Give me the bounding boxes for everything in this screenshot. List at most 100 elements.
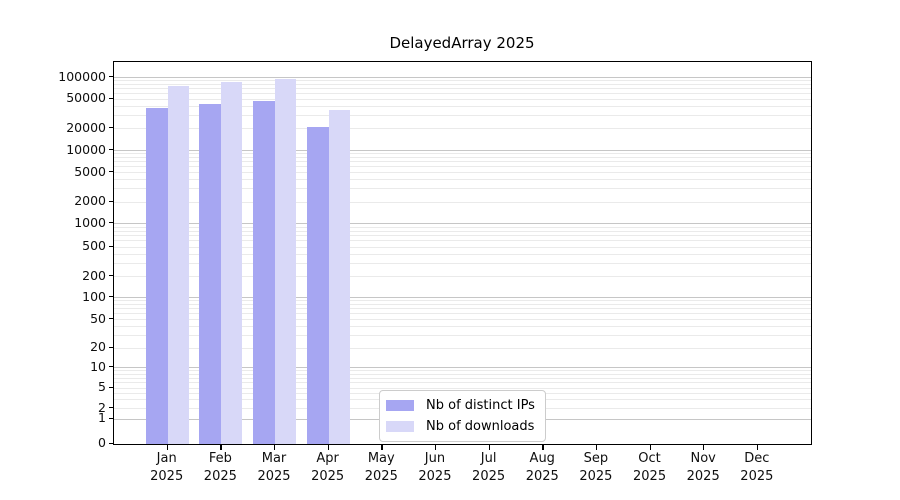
grid-line [114,114,811,116]
grid-line [114,179,811,181]
legend-item-downloads: Nb of downloads [386,419,539,434]
y-tick-label: 200 [82,267,106,283]
legend-label-distinct-ips: Nb of distinct IPs [426,398,535,413]
grid-line [114,377,811,379]
y-tick-mark [109,417,114,420]
x-tick-mark [649,444,651,450]
x-tick-label: Jul 2025 [472,451,506,484]
x-tick-label: Jun 2025 [418,451,452,484]
y-tick-label: 50 [90,310,106,326]
y-tick-mark [109,346,114,348]
x-tick-label: Apr 2025 [311,451,345,484]
legend-label-downloads: Nb of downloads [426,419,535,434]
y-tick-mark [109,386,114,389]
x-tick-mark [595,444,598,450]
x-tick-mark [703,444,705,450]
y-tick-mark [109,407,114,409]
y-tick-label: 100 [82,288,106,304]
x-tick-mark [488,444,490,450]
grid-line [114,188,811,190]
y-tick-mark [109,171,114,173]
grid-line [114,172,811,173]
x-tick-label: Dec 2025 [740,451,774,484]
y-tick-mark [109,318,114,320]
grid-line [114,300,811,302]
grid-line [114,150,811,151]
grid-line [114,246,811,248]
grid-line [114,80,811,82]
grid-line [114,297,811,298]
y-tick-label: 2 [98,399,106,415]
grid-line [114,105,811,107]
y-tick-label: 10 [90,358,106,374]
x-tick-mark [166,444,168,450]
grid-line [114,161,811,163]
grid-line [114,262,811,264]
y-tick-mark [109,366,114,368]
grid-line [114,235,811,237]
bar-distinct-ips [145,107,168,444]
y-tick-mark [109,222,114,224]
bar-downloads [275,79,296,444]
x-tick-mark [434,444,437,450]
grid-line [114,83,811,85]
y-tick-label: 10000 [66,141,106,157]
grid-line [114,319,811,320]
grid-line [114,308,811,310]
bar-downloads [167,85,189,444]
grid-line [114,370,811,372]
y-tick-label: 20 [90,339,106,354]
grid-line [114,77,811,78]
y-tick-mark [109,245,114,247]
grid-line [114,325,811,327]
x-tick-mark [542,444,544,450]
grid-line [114,153,811,155]
y-tick-mark [109,296,114,298]
x-tick-label: Oct 2025 [633,451,667,484]
grid-line [114,230,811,232]
bar-distinct-ips [253,100,275,444]
grid-line [114,373,811,375]
x-tick-label: Sep 2025 [579,451,613,484]
grid-line [114,313,811,315]
legend-item-distinct-ips: Nb of distinct IPs [386,398,539,413]
grid-line [114,304,811,306]
y-tick-label: 1 [98,410,106,426]
legend-swatch-distinct-ips [386,400,414,411]
bar-downloads [221,82,243,444]
grid-line [114,347,811,349]
x-tick-mark [220,444,222,450]
legend-swatch-downloads [386,421,414,432]
x-tick-mark [327,444,329,450]
y-tick-label: 5000 [74,163,106,179]
y-tick-mark [109,127,114,129]
grid-line [114,334,811,336]
y-tick-label: 1000 [74,214,106,230]
grid-line [114,98,811,100]
grid-line [114,92,811,94]
grid-line [114,240,811,242]
legend: Nb of distinct IPs Nb of downloads [379,390,546,442]
y-tick-label: 5 [98,379,106,395]
y-tick-label: 0 [98,435,106,450]
bar-distinct-ips [306,126,329,444]
grid-line [114,276,811,277]
y-tick-mark [109,76,114,78]
grid-line [114,157,811,159]
y-tick-label: 50000 [66,90,106,105]
bar-downloads [328,109,350,444]
grid-line [114,166,811,168]
grid-line [114,128,811,129]
y-tick-mark [109,149,114,151]
y-tick-label: 20000 [66,119,106,135]
grid-line [114,88,811,90]
x-tick-label: Feb 2025 [203,451,237,484]
y-tick-mark [109,275,114,277]
grid-line [114,223,811,224]
grid-line [114,367,811,368]
x-tick-label: Jan 2025 [150,451,184,484]
y-tick-mark [109,97,114,99]
x-tick-mark [274,444,276,450]
chart-title: DelayedArray 2025 [389,34,535,52]
plot-area [113,61,812,445]
